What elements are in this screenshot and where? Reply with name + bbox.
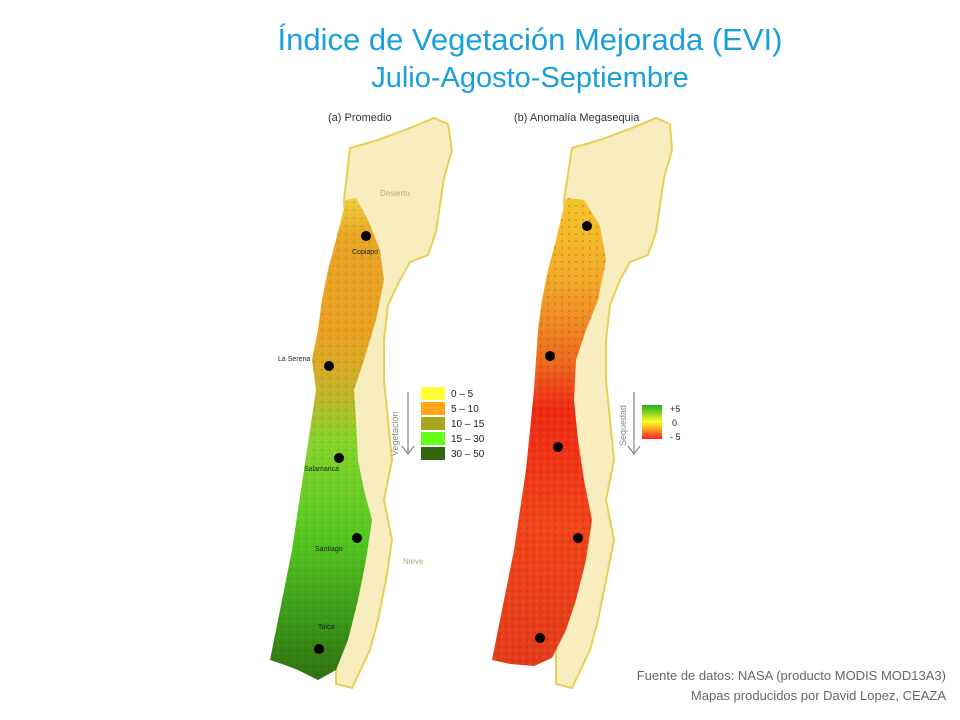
city-marker-b-5 [535,633,545,643]
footer-source: Fuente de datos: NASA (producto MODIS MO… [636,668,946,683]
legend-vegetation-label-4: 30 – 50 [451,449,485,460]
panel-a-cities [314,231,371,654]
city-marker-b-4 [573,533,583,543]
city-marker-la-serena [324,361,334,371]
city-marker-salamanca [334,453,344,463]
legend-dryness-arrow [627,445,641,455]
legend-dryness: Sequedad +5 0 - 5 [618,392,681,455]
legend-vegetation-axis-label: Vegetación [390,411,400,456]
panel-b-texture [492,198,606,666]
legend-vegetation-label-3: 15 – 30 [451,434,485,445]
city-label-copiapo: Copiapo [352,249,378,256]
city-label-santiago: Santiago [315,546,343,553]
city-marker-copiapo [361,231,371,241]
legend-vegetation-label-0: 0 – 5 [451,389,474,400]
legend-vegetation-swatch-4 [421,447,445,460]
legend-vegetation-arrow [401,445,415,455]
panel-a-label: (a) Promedio [328,112,392,124]
city-label-talca: Talca [318,624,334,631]
city-marker-b-1 [582,221,592,231]
region-label-snow: Nieve [403,557,424,566]
legend-dryness-axis-label: Sequedad [618,405,628,446]
legend-vegetation-swatch-3 [421,432,445,445]
city-marker-santiago [352,533,362,543]
panel-b-cities [535,221,592,643]
map-title: Índice de Vegetación Mejorada (EVI) [277,22,783,57]
panel-a-map [270,116,454,690]
map-subtitle: Julio-Agosto-Septiembre [371,62,689,94]
city-marker-talca [314,644,324,654]
legend-vegetation-label-1: 5 – 10 [451,404,479,415]
region-label-desert: Desierto [380,189,410,198]
legend-vegetation-label-2: 10 – 15 [451,419,485,430]
legend-dryness-tick-1: 0 [672,418,677,428]
panel-a-texture [270,198,384,680]
legend-vegetation: Vegetación 0 – 5 5 – 10 10 – 15 15 – 30 30 –… [390,387,485,460]
legend-vegetation-swatch-2 [421,417,445,430]
legend-dryness-colorbar [642,405,662,439]
panel-b-map [492,116,674,690]
legend-dryness-tick-0: +5 [670,404,680,414]
city-label-la-serena: La Serena [278,356,310,363]
city-label-salamanca: Salamanca [304,466,339,473]
legend-dryness-tick-2: - 5 [670,432,681,442]
footer-credits: Mapas producidos por David Lopez, CEAZA [690,688,946,703]
legend-vegetation-swatch-1 [421,402,445,415]
city-marker-b-2 [545,351,555,361]
legend-vegetation-swatch-0 [421,387,445,400]
city-marker-b-3 [553,442,563,452]
panel-b-label: (b) Anomalía Megasequia [514,112,640,124]
